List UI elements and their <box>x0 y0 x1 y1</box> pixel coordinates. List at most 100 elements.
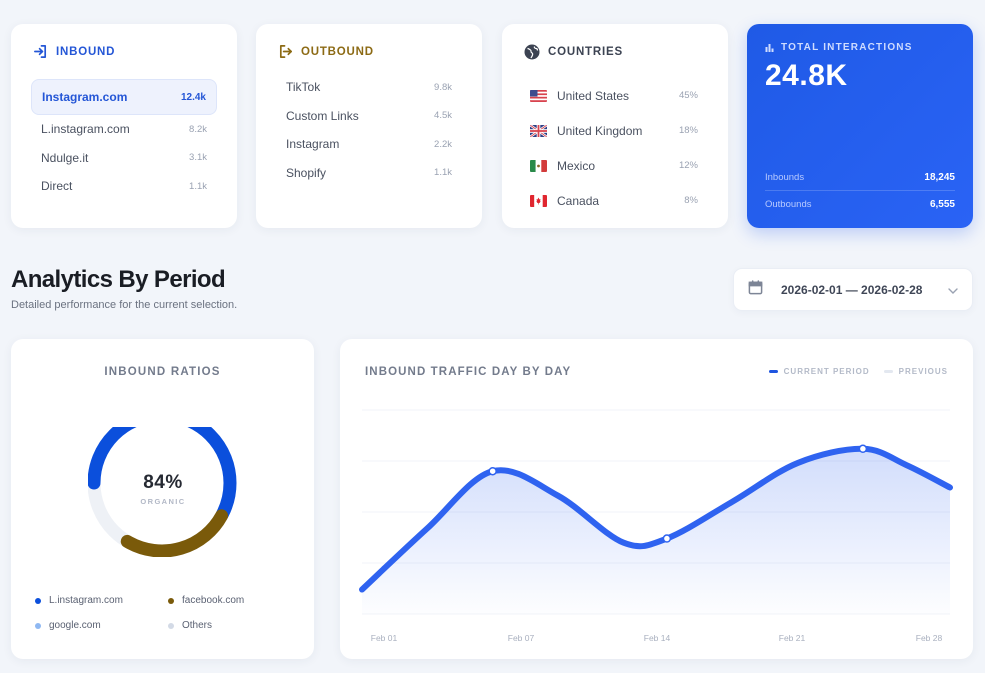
inbound-card: INBOUND Instagram.com 12.4k L.instagram.… <box>11 24 237 228</box>
legend-item[interactable]: google.com <box>35 620 168 631</box>
legend-label: PREVIOUS <box>898 367 948 376</box>
calendar-icon <box>748 279 763 300</box>
donut-segment[interactable] <box>88 427 237 557</box>
line-chart <box>359 409 953 615</box>
donut-center-label: ORGANIC <box>140 497 186 506</box>
country-item[interactable]: Canada 8% <box>522 183 708 218</box>
uk-flag-icon <box>530 124 547 137</box>
area-fill <box>362 448 950 614</box>
legend-current-period[interactable]: CURRENT PERIOD <box>768 367 870 376</box>
countries-title: COUNTRIES <box>548 46 623 58</box>
country-value: 12% <box>678 160 698 171</box>
outbound-item[interactable]: TikTok 9.8k <box>276 73 462 102</box>
legend-item[interactable]: L.instagram.com <box>35 595 168 606</box>
login-arrow-icon <box>33 44 48 59</box>
outbound-item-label: TikTok <box>286 80 321 95</box>
country-value: 8% <box>684 195 698 206</box>
bar-chart-icon <box>765 43 774 52</box>
legend-previous[interactable]: PREVIOUS <box>883 367 948 376</box>
inbound-item-value: 8.2k <box>189 123 207 135</box>
total-interactions-value: 24.8K <box>765 59 848 92</box>
outbound-item-label: Instagram <box>286 137 340 152</box>
donut-legend: L.instagram.com facebook.com google.com … <box>35 595 305 631</box>
totals-header: TOTAL INTERACTIONS <box>765 42 955 53</box>
inbound-list: Instagram.com 12.4k L.instagram.com 8.2k… <box>31 79 217 201</box>
inbound-item-value: 1.1k <box>189 180 207 192</box>
date-range-picker[interactable]: 2026-02-01 — 2026-02-28 <box>733 268 973 311</box>
outbound-item-label: Shopify <box>286 165 327 180</box>
legend-label: facebook.com <box>182 595 245 606</box>
legend-label: L.instagram.com <box>49 595 123 606</box>
canada-flag-icon <box>530 194 547 207</box>
mexico-flag-icon <box>530 159 547 172</box>
country-label: Mexico <box>557 158 596 173</box>
x-axis-labels: Feb 01 Feb 07 Feb 14 Feb 21 Feb 28 <box>340 633 973 645</box>
inbound-item-label: Instagram.com <box>42 90 128 104</box>
outbound-header: OUTBOUND <box>278 44 462 59</box>
legend-label: Others <box>182 620 213 631</box>
outbound-title: OUTBOUND <box>301 45 374 58</box>
inbound-item[interactable]: Direct 1.1k <box>31 172 217 201</box>
x-tick-label: Feb 07 <box>507 633 535 643</box>
stat-value: 18,245 <box>924 171 955 183</box>
current-period-line <box>359 445 953 593</box>
donut-center: 84% ORGANIC <box>88 472 238 506</box>
countries-card: COUNTRIES United States 45% <box>502 24 728 228</box>
inbound-ratios-title: INBOUND RATIOS <box>104 366 221 378</box>
chart-legend: CURRENT PERIOD PREVIOUS <box>768 367 948 376</box>
inbound-item-value: 3.1k <box>189 152 207 164</box>
totals-stat-outbounds: Outbounds 6,555 <box>765 191 955 217</box>
country-item[interactable]: Mexico 12% <box>522 148 708 183</box>
us-flag-icon <box>530 89 547 102</box>
data-point-markers <box>488 444 868 543</box>
country-item[interactable]: United States 45% <box>522 78 708 113</box>
inbound-traffic-card: INBOUND TRAFFIC DAY BY DAY CURRENT PERIO… <box>340 339 973 659</box>
globe-icon <box>524 44 540 60</box>
countries-header: COUNTRIES <box>524 44 708 60</box>
outbound-item-value: 1.1k <box>434 167 452 179</box>
data-point-marker[interactable] <box>662 534 672 543</box>
legend-label: google.com <box>49 620 101 631</box>
inbound-item[interactable]: Instagram.com 12.4k <box>31 79 217 115</box>
country-item[interactable]: United Kingdom 18% <box>522 113 708 148</box>
legend-item[interactable]: Others <box>168 620 301 631</box>
legend-dot <box>168 597 174 604</box>
page-title: Analytics By Period <box>11 266 226 293</box>
outbound-card: OUTBOUND TikTok 9.8k Custom Links 4.5k I… <box>256 24 482 228</box>
outbound-item-value: 9.8k <box>434 81 452 93</box>
legend-item[interactable]: facebook.com <box>168 595 301 606</box>
totals-title: TOTAL INTERACTIONS <box>781 42 913 53</box>
stat-label: Outbounds <box>765 198 812 210</box>
inbound-item-value: 12.4k <box>180 91 206 103</box>
country-label: United Kingdom <box>557 123 643 138</box>
x-tick-label: Feb 21 <box>778 633 806 643</box>
outbound-item[interactable]: Custom Links 4.5k <box>276 102 462 131</box>
x-tick-label: Feb 28 <box>915 633 943 643</box>
outbound-item-label: Custom Links <box>286 108 359 123</box>
outbound-item[interactable]: Shopify 1.1k <box>276 159 462 188</box>
legend-label: CURRENT PERIOD <box>783 367 870 376</box>
logout-arrow-icon <box>278 44 293 59</box>
donut-segment[interactable] <box>88 427 238 557</box>
x-tick-label: Feb 14 <box>643 633 671 643</box>
legend-swatch <box>768 370 778 373</box>
inbound-title: INBOUND <box>56 45 116 58</box>
chevron-down-icon[interactable] <box>948 281 958 299</box>
donut-center-value: 84% <box>143 472 183 493</box>
totals-breakdown: Inbounds 18,245 Outbounds 6,555 <box>765 164 955 217</box>
country-value: 18% <box>678 125 698 136</box>
inbound-item[interactable]: L.instagram.com 8.2k <box>31 115 217 144</box>
legend-dot <box>35 597 41 604</box>
data-point-marker[interactable] <box>858 444 868 454</box>
data-point-marker[interactable] <box>488 466 497 476</box>
inbound-item[interactable]: Ndulge.it 3.1k <box>31 144 217 173</box>
outbound-item[interactable]: Instagram 2.2k <box>276 130 462 159</box>
inbound-ratios-card: INBOUND RATIOS 84% ORGANIC L.instagram.c… <box>11 339 314 659</box>
inbound-traffic-title: INBOUND TRAFFIC DAY BY DAY <box>365 366 572 378</box>
country-label: United States <box>557 88 630 103</box>
donut-chart <box>88 427 238 557</box>
divider <box>765 190 955 191</box>
country-value: 45% <box>678 90 698 101</box>
total-interactions-card: TOTAL INTERACTIONS 24.8K Inbounds 18,245… <box>747 24 973 228</box>
outbound-item-value: 2.2k <box>434 138 452 150</box>
